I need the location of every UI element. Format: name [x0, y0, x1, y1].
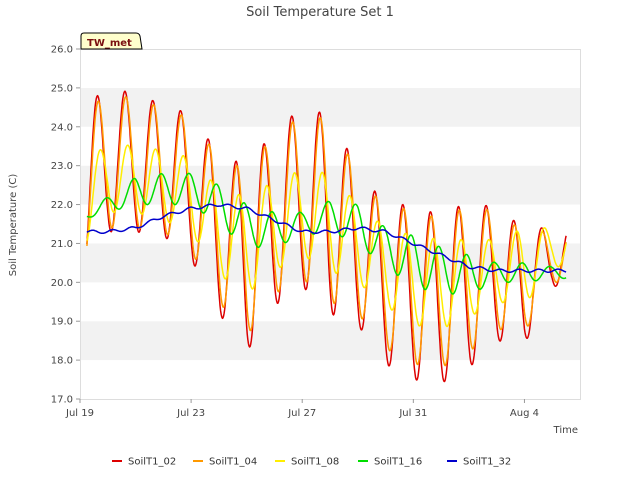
x-tick-label: Jul 27 — [287, 408, 316, 419]
legend-label-soilt1_04: SoilT1_04 — [209, 457, 257, 468]
plot-band — [80, 321, 580, 361]
series-line-soilt1_02 — [86, 90, 567, 383]
y-tick-label: 24.0 — [51, 122, 73, 133]
y-tick-label: 26.0 — [51, 45, 73, 56]
y-tick-label: 20.0 — [51, 278, 73, 289]
series-lines — [86, 90, 567, 383]
station-badge-text: TW_met — [87, 38, 132, 49]
y-tick-label: 25.0 — [51, 83, 73, 94]
x-tick-label: Aug 4 — [510, 408, 539, 419]
y-axis-label: Soil Temperature (C) — [8, 174, 19, 277]
x-tick-label: Jul 19 — [65, 408, 94, 419]
y-tick-label: 21.0 — [51, 239, 73, 250]
legend-label-soilt1_08: SoilT1_08 — [291, 457, 339, 468]
legend: SoilT1_02 SoilT1_04 SoilT1_08 SoilT1_16 Soil… — [112, 457, 511, 468]
y-tick-label: 18.0 — [51, 356, 73, 367]
plot-band — [80, 126, 580, 166]
station-badge: TW_met — [80, 32, 143, 50]
x-tick-label: Jul 23 — [176, 408, 205, 419]
legend-label-soilt1_16: SoilT1_16 — [374, 457, 422, 468]
y-tick-label: 23.0 — [51, 161, 73, 172]
plot-border — [80, 49, 581, 400]
series-line-soilt1_16 — [86, 172, 567, 295]
y-tick-label: 17.0 — [51, 395, 73, 406]
legend-label-soilt1_32: SoilT1_32 — [463, 457, 511, 468]
series-line-soilt1_32 — [86, 203, 567, 273]
y-tick-label: 19.0 — [51, 317, 73, 328]
x-axis: Jul 19 Jul 23 Jul 27 Jul 31 Aug 4 — [65, 399, 539, 419]
y-tick-label: 22.0 — [51, 200, 73, 211]
plot-band — [80, 87, 580, 127]
plot-band — [80, 49, 580, 88]
x-axis-label: Time — [553, 425, 578, 436]
y-axis: 17.0 18.0 19.0 20.0 21.0 22.0 23.0 24.0 25.0 26.0 — [51, 45, 80, 406]
legend-label-soilt1_02: SoilT1_02 — [128, 457, 176, 468]
x-tick-label: Jul 31 — [398, 408, 427, 419]
plot-band — [80, 360, 580, 399]
chart-title: Soil Temperature Set 1 — [246, 5, 394, 20]
